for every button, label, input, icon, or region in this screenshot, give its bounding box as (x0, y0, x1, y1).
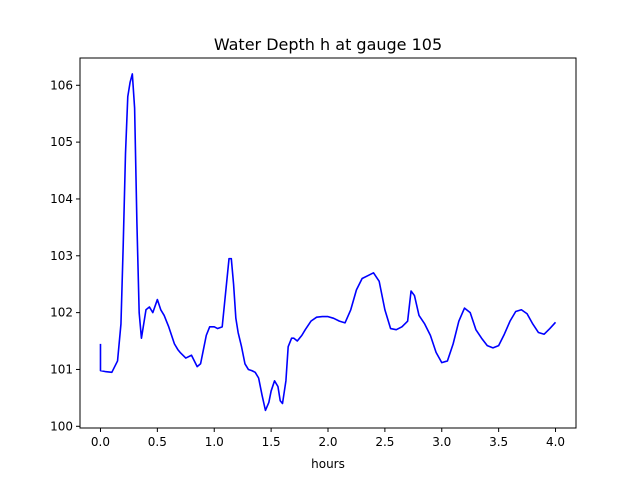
x-tick-label: 1.5 (262, 435, 281, 449)
x-axis-label: hours (311, 457, 345, 471)
y-tick-label: 105 (50, 135, 73, 149)
y-tick-label: 102 (50, 306, 73, 320)
x-tick-label: 2.5 (375, 435, 394, 449)
y-axis-ticks: 100 101 102 103 104 105 106 (50, 78, 80, 433)
y-tick-label: 101 (50, 362, 73, 376)
y-tick-label: 106 (50, 78, 73, 92)
x-tick-label: 3.0 (432, 435, 451, 449)
plot-area (99, 73, 557, 412)
x-tick-label: 4.0 (546, 435, 565, 449)
chart-title: Water Depth h at gauge 105 (214, 35, 442, 54)
x-axis-ticks: 0.0 0.5 1.0 1.5 2.0 2.5 3.0 3.5 4.0 (91, 428, 565, 449)
x-tick-label: 0.5 (148, 435, 167, 449)
x-tick-label: 1.0 (205, 435, 224, 449)
y-tick-label: 103 (50, 249, 73, 263)
series-line-0 (99, 73, 557, 412)
x-tick-label: 3.5 (489, 435, 508, 449)
axes-frame (79, 57, 577, 429)
x-tick-label: 0.0 (91, 435, 110, 449)
y-tick-label: 104 (50, 192, 73, 206)
y-tick-label: 100 (50, 419, 73, 433)
x-tick-label: 2.0 (318, 435, 337, 449)
